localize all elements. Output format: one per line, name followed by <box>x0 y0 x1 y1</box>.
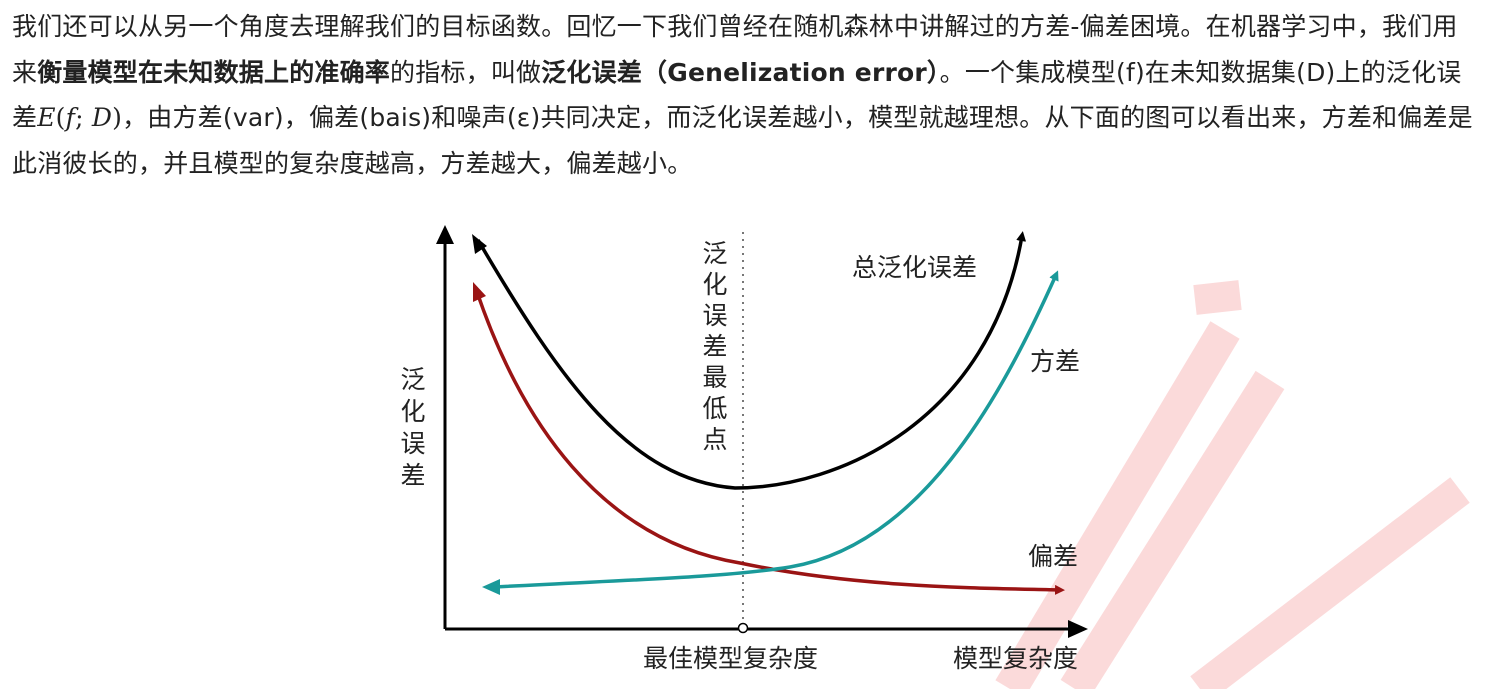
min-point-label-char-5: 最 <box>702 363 727 392</box>
y-axis-label: 泛 化 误 差 <box>400 365 425 490</box>
min-point-label: 泛 化 误 差 最 低 点 <box>702 239 727 454</box>
variance-curve <box>494 270 1059 589</box>
math-semicolon: ; <box>75 103 84 132</box>
math-close-paren: ) <box>112 103 123 132</box>
variance-start-arrowhead <box>482 579 500 595</box>
min-point-label-char-7: 点 <box>702 425 727 454</box>
math-open-paren: ( <box>55 103 66 132</box>
variance-label: 方差 <box>1030 347 1080 376</box>
optimum-marker <box>737 622 749 634</box>
paragraph-bold-generalization-error: 泛化误差（Genelization error） <box>541 57 940 87</box>
bias-label: 偏差 <box>1028 542 1078 571</box>
min-point-label-char-1: 泛 <box>702 239 727 268</box>
math-d: D <box>91 103 113 132</box>
math-generalization-error: E(f; D) <box>37 103 122 132</box>
paragraph-bold-accuracy: 衡量模型在未知数据上的准确率 <box>37 57 391 87</box>
paragraph-text-4: ，由方差(var)，偏差(bais)和噪声(ε)共同决定，而泛化误差越小，模型就… <box>12 103 1473 178</box>
intro-paragraph: 我们还可以从另一个角度去理解我们的目标函数。回忆一下我们曾经在随机森林中讲解过的… <box>12 4 1482 186</box>
total-error-curve <box>476 231 1027 490</box>
total-error-label: 总泛化误差 <box>852 253 977 282</box>
min-point-label-char-2: 化 <box>702 270 727 299</box>
math-f: f <box>65 103 76 132</box>
y-axis-label-char-4: 差 <box>400 461 425 490</box>
paragraph-text-1: 我们还可以从另一个角度去理解我们的目标函数。回忆一下我们曾经在随机森林中讲解过的… <box>12 12 1458 87</box>
bias-curve <box>474 288 1065 595</box>
x-axis-label: 模型复杂度 <box>953 644 1078 673</box>
y-axis-arrowhead <box>436 225 454 244</box>
min-point-label-char-4: 差 <box>702 332 727 361</box>
paragraph-text-3: 。一个集成模型(f)在未知数据集(D)上的泛化误差 <box>12 57 1462 133</box>
x-axis-arrowhead <box>1068 620 1088 638</box>
math-e: E <box>37 103 56 132</box>
y-axis-label-char-1: 泛 <box>400 365 425 394</box>
paragraph-text-2: 的指标，叫做 <box>390 57 542 87</box>
y-axis-label-char-2: 化 <box>400 397 425 426</box>
min-point-label-char-6: 低 <box>702 394 727 423</box>
y-axis-label-char-3: 误 <box>400 429 425 458</box>
optimum-complexity-label: 最佳模型复杂度 <box>643 644 818 673</box>
min-point-label-char-3: 误 <box>702 301 727 330</box>
bias-start-arrowhead <box>473 282 486 302</box>
total-error-start-arrowhead <box>472 234 487 254</box>
